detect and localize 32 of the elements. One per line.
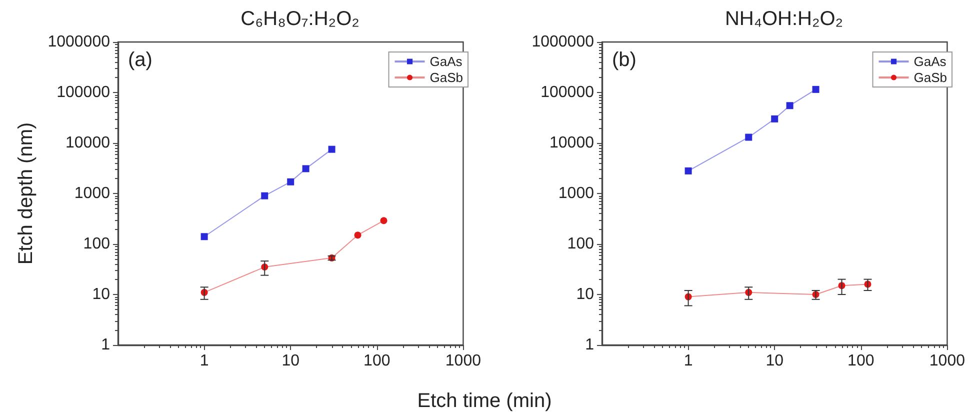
y-tick-label: 1000 — [558, 185, 594, 202]
y-tick-label: 100000 — [540, 84, 594, 101]
annotation: (b) — [612, 49, 636, 71]
y-tick-label: 10000 — [550, 134, 594, 152]
legend-label: GaAs — [914, 54, 947, 69]
y-tick-label: 1000 — [74, 185, 110, 202]
y-tick-label: 1 — [101, 336, 110, 354]
x-tick-label: 1000 — [929, 352, 966, 370]
legend-label: GaSb — [430, 70, 464, 85]
legend-label: GaSb — [914, 70, 948, 85]
y-tick-label: 10000 — [66, 134, 110, 152]
x-tick-label: 10 — [282, 352, 300, 370]
x-tick-label: 100 — [848, 352, 874, 370]
annotation: (a) — [128, 49, 152, 71]
y-tick-label: 1 — [585, 336, 594, 354]
y-tick-label: 1000000 — [48, 34, 110, 50]
y-tick-label: 100 — [567, 236, 594, 252]
x-tick-label: 100 — [364, 352, 390, 370]
y-axis-title: Etch depth (nm) — [15, 122, 37, 265]
y-tick-label: 1000000 — [532, 34, 594, 50]
x-tick-label: 1 — [200, 352, 209, 370]
x-axis-title: Etch time (min) — [416, 390, 553, 413]
y-tick-label: 100 — [83, 236, 110, 252]
x-tick-label: 1 — [684, 352, 693, 370]
y-tick-label: 10 — [576, 286, 594, 303]
x-tick-label: 1000 — [445, 352, 482, 370]
chart-title: NH₄OH:H₂O₂ — [724, 8, 844, 30]
y-tick-label: 10 — [92, 286, 110, 303]
chart-title: C₆H₈O₇:H₂O₂ — [240, 8, 360, 30]
x-tick-label: 10 — [766, 352, 784, 370]
legend-label: GaAs — [430, 54, 463, 69]
y-tick-label: 100000 — [56, 84, 110, 101]
